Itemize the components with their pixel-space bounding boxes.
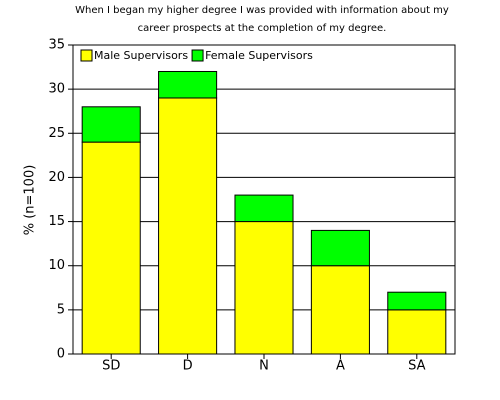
y-tick-label: 20	[48, 170, 65, 185]
x-tick-label: D	[183, 359, 193, 374]
x-tick-label: A	[336, 359, 345, 374]
y-tick-label: 0	[57, 347, 65, 362]
legend-label: Male Supervisors	[94, 49, 188, 62]
legend-swatch	[80, 49, 93, 62]
y-axis-label: % (n=100)	[23, 165, 38, 236]
bar-segment	[234, 221, 294, 355]
chart-title: When I began my higher degree I was prov…	[75, 5, 449, 16]
bar-segment	[158, 97, 218, 355]
legend-label: Female Supervisors	[205, 49, 313, 62]
y-tick-label: 25	[48, 126, 65, 141]
bar-segment	[234, 194, 294, 223]
y-tick-label: 5	[57, 302, 65, 317]
y-tick-label: 10	[48, 258, 65, 273]
bar-segment	[310, 265, 370, 355]
chart-title: career prospects at the completion of my…	[138, 23, 387, 34]
bar-segment	[81, 106, 141, 143]
y-tick-label: 15	[48, 214, 65, 229]
x-tick-label: N	[259, 359, 269, 374]
plot-border	[72, 44, 456, 355]
bar-segment	[158, 70, 218, 99]
x-tick-label: SD	[102, 359, 120, 374]
y-tick-label: 35	[48, 38, 65, 53]
bar-segment	[387, 291, 447, 311]
bar-segment	[81, 141, 141, 355]
x-tick-label: SA	[408, 359, 425, 374]
bar-segment	[310, 229, 370, 267]
legend-swatch	[191, 49, 204, 62]
bar-segment	[387, 309, 447, 355]
y-tick-label: 30	[48, 82, 65, 97]
